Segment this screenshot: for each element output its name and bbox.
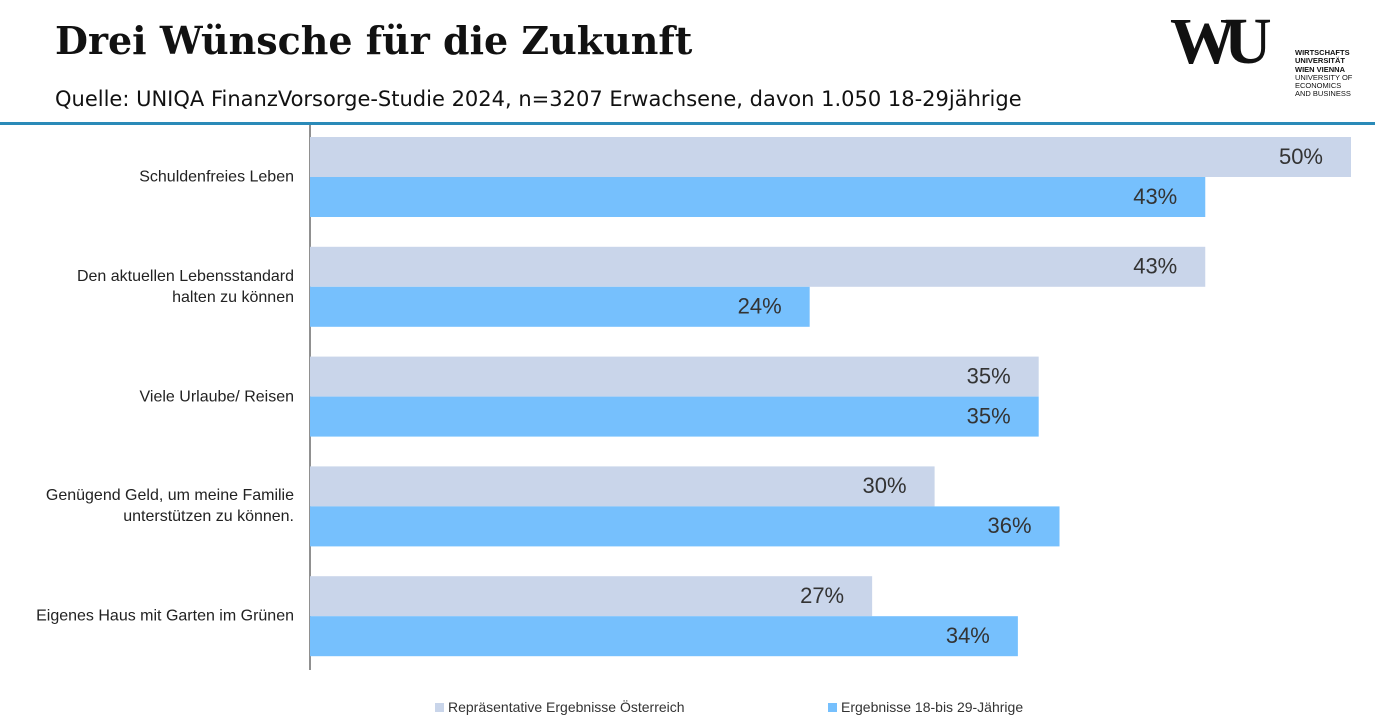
value-label: 24%: [738, 294, 782, 319]
legend-label: Ergebnisse 18-bis 29-Jährige: [841, 699, 1024, 715]
bar: [310, 616, 1018, 657]
legend-item: Repräsentative Ergebnisse Österreich: [435, 699, 685, 715]
header-rule: [0, 122, 1375, 125]
value-label: 35%: [967, 403, 1011, 428]
bar: [310, 246, 1206, 287]
bar: [310, 396, 1039, 437]
value-label: 34%: [946, 623, 990, 648]
legend-item: Ergebnisse 18-bis 29-Jährige: [828, 699, 1023, 715]
bar: [310, 356, 1039, 397]
value-label: 50%: [1279, 144, 1323, 169]
logo-line: AND BUSINESS: [1295, 89, 1351, 99]
bar: [310, 506, 1060, 547]
value-label: 27%: [800, 583, 844, 608]
value-label: 43%: [1133, 254, 1177, 279]
subtitle: Quelle: UNIQA FinanzVorsorge-Studie 2024…: [55, 87, 1022, 111]
legend-label: Repräsentative Ergebnisse Österreich: [448, 699, 685, 715]
category-label: Viele Urlaube/ Reisen: [139, 388, 294, 406]
legend-swatch: [828, 702, 837, 712]
value-label: 36%: [987, 513, 1031, 538]
logo-mark: WU: [1170, 5, 1272, 78]
logo-line: UNIVERSITÄT: [1295, 56, 1346, 66]
category-label: Genügend Geld, um meine Familie unterstü…: [45, 487, 294, 526]
category-label: Den aktuellen Lebensstandard halten zu k…: [76, 267, 294, 306]
category-label: Schuldenfreies Leben: [139, 168, 294, 186]
legend-swatch: [435, 702, 444, 712]
logo-line: WIEN VIENNA: [1295, 64, 1346, 74]
bar: [310, 177, 1206, 217]
bar: [310, 286, 810, 327]
bar: [310, 466, 935, 507]
bar: [310, 576, 873, 617]
value-label: 35%: [967, 363, 1011, 388]
logo-line: UNIVERSITY OF: [1295, 72, 1353, 82]
logo-line: WIRTSCHAFTS: [1295, 48, 1350, 57]
value-label: 43%: [1133, 184, 1177, 209]
bar: [310, 137, 1351, 177]
logo-text: WIRTSCHAFTS UNIVERSITÄT WIEN VIENNA UNIVERS…: [1295, 48, 1353, 99]
category-label: Eigenes Haus mit Garten im Grünen: [36, 607, 294, 625]
value-label: 30%: [863, 473, 907, 498]
title: Drei Wünsche für die Zukunft: [55, 18, 693, 63]
logo-line: ECONOMICS: [1295, 81, 1342, 91]
